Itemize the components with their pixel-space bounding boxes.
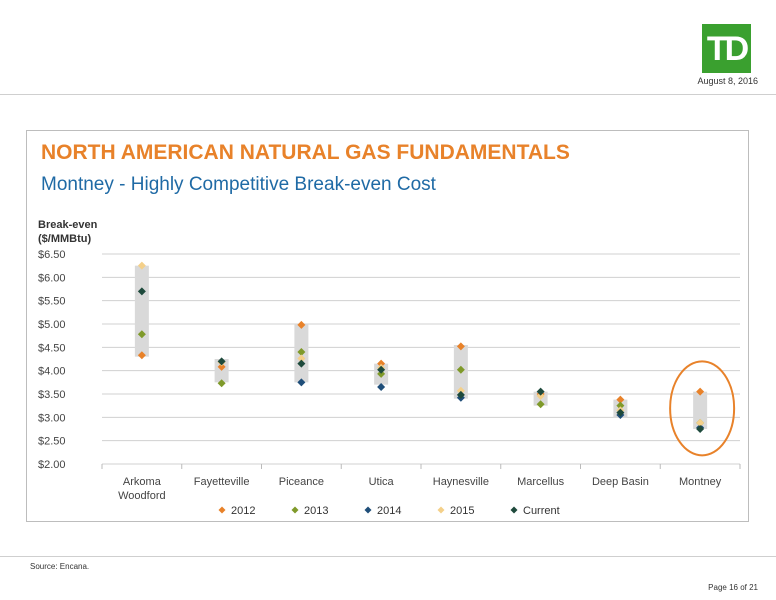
- legend-label: 2014: [377, 505, 401, 517]
- header-divider: [0, 94, 776, 95]
- legend-marker-2015: [437, 506, 445, 514]
- legend-marker-current: [510, 506, 518, 514]
- source-note: Source: Encana.: [30, 562, 90, 571]
- td-logo-text: TD: [706, 30, 749, 68]
- data-point-2013: [217, 379, 226, 388]
- y-axis-ticks: $2.00 $2.50 $3.00 $3.50 $4.00 $4.50 $5.00 $5.50…: [38, 249, 66, 471]
- data-point-2013: [297, 348, 306, 356]
- legend-marker-2014: [364, 506, 372, 514]
- data-point-2014: [297, 378, 306, 387]
- data-point-2013: [616, 401, 625, 410]
- x-category-label: Fayetteville: [194, 476, 250, 488]
- legend-label: 2013: [304, 505, 328, 517]
- y-tick-label: $3.00: [38, 412, 66, 424]
- data-point-current: [297, 359, 306, 368]
- legend-marker-2012: [218, 506, 226, 514]
- data-point-current: [536, 387, 545, 396]
- y-tick-label: $3.50: [38, 389, 66, 401]
- data-point-current: [137, 287, 146, 296]
- data-point-current: [377, 365, 386, 374]
- x-category-label: Haynesville: [433, 476, 489, 488]
- x-category-label: Arkoma: [123, 476, 162, 488]
- data-point-2014: [377, 383, 386, 391]
- range-bar: [693, 391, 708, 429]
- x-category-label: Utica: [369, 476, 395, 488]
- data-point-2013: [536, 400, 545, 409]
- data-point-2015: [137, 261, 146, 270]
- data-point-2015: [536, 391, 545, 400]
- chart-legend: 2012 2013 2014 2015 Current: [218, 505, 560, 517]
- y-tick-label: $4.50: [38, 342, 66, 354]
- data-point-2015: [696, 418, 705, 427]
- page-number: Page 16 of 21: [708, 583, 758, 592]
- y-tick-label: $2.50: [38, 436, 66, 448]
- legend-label: Current: [523, 505, 560, 517]
- td-logo: TD: [702, 24, 751, 73]
- montney-highlight: [669, 360, 736, 457]
- x-category-label: Woodford: [118, 490, 166, 502]
- data-points: [137, 261, 705, 433]
- data-point-2013: [137, 330, 146, 339]
- range-bar: [134, 265, 149, 357]
- y-tick-label: $6.00: [38, 272, 66, 284]
- legend-marker-2013: [291, 506, 299, 514]
- x-axis-labels: Arkoma Woodford Fayetteville Piceance Utica H…: [118, 476, 722, 502]
- y-axis-title-line: ($/MMBtu): [38, 233, 91, 245]
- y-tick-label: $2.00: [38, 459, 66, 471]
- slide-subtitle: Montney - Highly Competitive Break-even …: [41, 174, 436, 195]
- legend-label: 2012: [231, 505, 255, 517]
- x-category-label: Montney: [679, 476, 722, 488]
- data-point-2012: [377, 359, 386, 368]
- data-point-2012: [456, 342, 465, 351]
- data-point-current: [616, 408, 625, 417]
- footer-divider: [0, 556, 776, 557]
- highlight-circle: [669, 360, 736, 457]
- x-category-label: Deep Basin: [592, 476, 649, 488]
- data-point-2015: [297, 354, 306, 363]
- slide-title: NORTH AMERICAN NATURAL GAS FUNDAMENTALS: [41, 141, 570, 164]
- y-tick-label: $4.00: [38, 366, 66, 378]
- data-point-2012: [696, 387, 705, 396]
- data-point-2012: [217, 362, 226, 371]
- slide-frame: [26, 130, 749, 522]
- legend-label: 2015: [450, 505, 474, 517]
- break-even-chart: Break-even ($/MMBtu) $2.00 $2.50 $3.00 $3.50…: [38, 219, 741, 517]
- y-tick-label: $6.50: [38, 249, 66, 261]
- data-point-current: [217, 357, 226, 366]
- data-point-2012: [297, 320, 306, 329]
- y-tick-label: $5.00: [38, 319, 66, 331]
- data-point-2013: [377, 369, 386, 378]
- data-point-2015: [456, 386, 465, 395]
- x-category-label: Marcellus: [517, 476, 565, 488]
- report-date: August 8, 2016: [697, 76, 758, 86]
- data-point-2012: [616, 395, 625, 404]
- y-axis-label: Break-even ($/MMBtu): [38, 219, 98, 245]
- y-tick-label: $5.50: [38, 296, 66, 308]
- x-category-label: Piceance: [279, 476, 324, 488]
- data-point-current: [696, 425, 705, 433]
- y-axis-title-line: Break-even: [38, 219, 98, 231]
- chart-gridlines: [101, 253, 741, 469]
- data-point-2013: [456, 365, 465, 374]
- data-point-2012: [137, 351, 146, 360]
- data-point-current: [456, 390, 465, 399]
